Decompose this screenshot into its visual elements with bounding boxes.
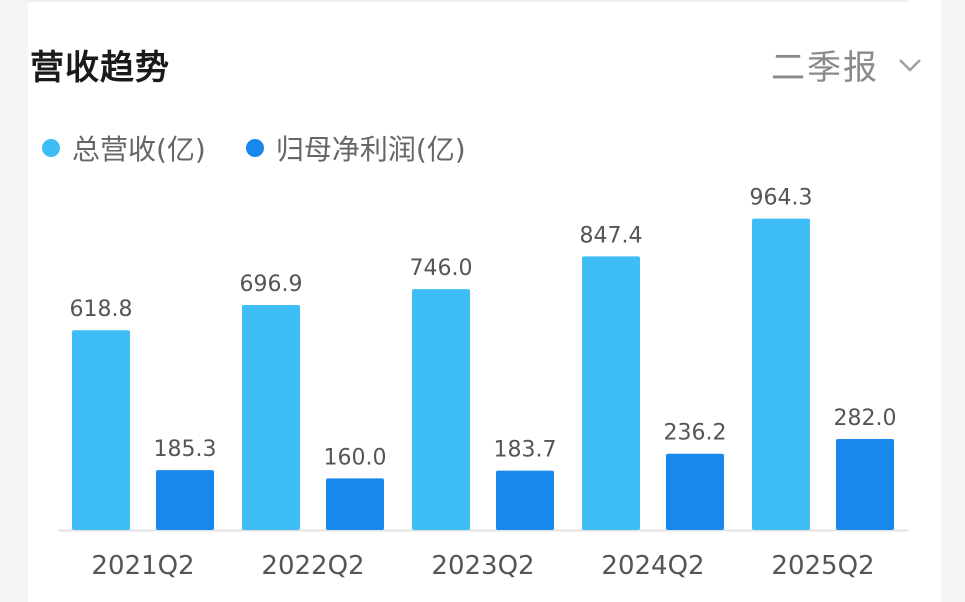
data-label-revenue-2023Q2: 746.0 (410, 256, 473, 281)
data-label-profit-2021Q2: 185.3 (154, 437, 217, 462)
data-label-revenue-2025Q2: 964.3 (750, 186, 813, 211)
data-label-revenue-2024Q2: 847.4 (580, 223, 643, 248)
legend-label-profit: 归母净利润(亿) (275, 133, 466, 166)
bar-profit-2022Q2[interactable] (326, 478, 384, 530)
bar-revenue-2024Q2[interactable] (582, 256, 640, 530)
chevron-down-icon (897, 57, 923, 73)
x-tick-label-2024Q2: 2024Q2 (601, 551, 704, 581)
period-label: 二季报 (771, 48, 879, 88)
bar-profit-2023Q2[interactable] (496, 470, 554, 530)
legend-dot-revenue (42, 139, 60, 157)
card-title: 营收趋势 (30, 48, 170, 88)
legend: 总营收(亿) 归母净利润(亿) (42, 128, 466, 168)
data-label-revenue-2021Q2: 618.8 (70, 297, 133, 322)
bar-profit-2021Q2[interactable] (156, 470, 214, 530)
data-label-profit-2024Q2: 236.2 (664, 421, 727, 446)
top-divider (28, 0, 908, 2)
period-selector[interactable]: 二季报 (771, 40, 923, 89)
bar-revenue-2023Q2[interactable] (412, 289, 470, 530)
legend-label-revenue: 总营收(亿) (72, 133, 206, 166)
data-label-revenue-2022Q2: 696.9 (240, 272, 303, 297)
data-label-profit-2025Q2: 282.0 (834, 406, 897, 431)
data-label-profit-2022Q2: 160.0 (324, 445, 387, 470)
bar-revenue-2022Q2[interactable] (242, 304, 300, 530)
legend-item-profit[interactable]: 归母净利润(亿) (245, 128, 466, 168)
bar-revenue-2021Q2[interactable] (72, 330, 130, 530)
legend-item-revenue[interactable]: 总营收(亿) (42, 128, 206, 168)
data-label-profit-2023Q2: 183.7 (494, 438, 557, 463)
legend-dot-profit (245, 139, 264, 157)
x-tick-label-2025Q2: 2025Q2 (771, 551, 874, 581)
bar-profit-2025Q2[interactable] (836, 438, 894, 530)
x-tick-label-2022Q2: 2022Q2 (261, 551, 364, 581)
bar-revenue-2025Q2[interactable] (752, 218, 810, 530)
x-tick-label-2021Q2: 2021Q2 (91, 551, 194, 581)
bar-profit-2024Q2[interactable] (666, 453, 724, 530)
x-tick-label-2023Q2: 2023Q2 (431, 551, 534, 581)
